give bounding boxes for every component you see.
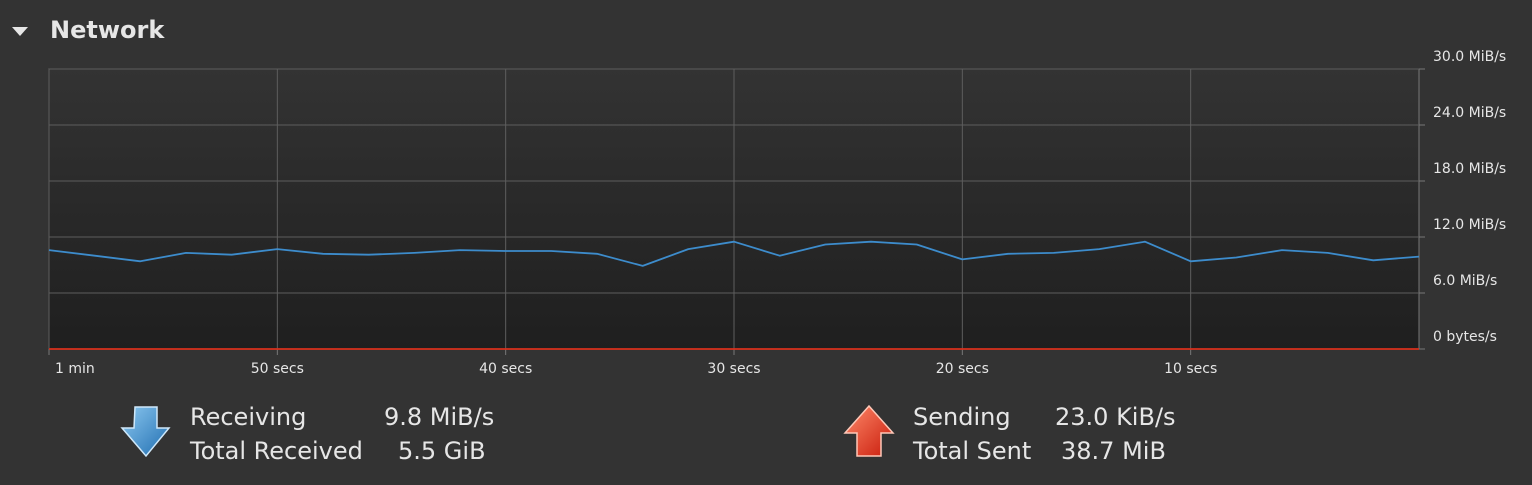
y-tick-label: 6.0 MiB/s: [1433, 273, 1497, 289]
sending-label: Sending: [913, 403, 1011, 431]
y-tick-label: 24.0 MiB/s: [1433, 105, 1506, 121]
x-tick-label: 30 secs: [707, 361, 760, 377]
y-tick-label: 18.0 MiB/s: [1433, 161, 1506, 177]
receiving-label: Receiving: [190, 403, 306, 431]
receiving-rate: 9.8 MiB/s: [384, 403, 494, 431]
chart: 0 bytes/s 6.0 MiB/s 12.0 MiB/s 18.0 MiB/s 24…: [48, 49, 1506, 377]
total-received-label: Total Received: [189, 437, 363, 465]
send-icon: [843, 404, 895, 457]
series-line: [48, 240, 1420, 267]
total-sent: 38.7 MiB: [1061, 437, 1166, 465]
y-tick-label: 30.0 MiB/s: [1433, 49, 1506, 65]
x-tick-label: 50 secs: [251, 361, 304, 377]
total-received: 5.5 GiB: [398, 437, 486, 465]
receive-icon: [120, 406, 171, 458]
total-sent-label: Total Sent: [912, 437, 1031, 465]
y-tick-label: 12.0 MiB/s: [1433, 217, 1506, 233]
y-tick-label: 0 bytes/s: [1433, 329, 1497, 345]
sending-rate: 23.0 KiB/s: [1055, 403, 1176, 431]
x-tick-label: 1 min: [55, 361, 95, 377]
x-tick-label: 20 secs: [936, 361, 989, 377]
x-tick-label: 10 secs: [1164, 361, 1217, 377]
section-title: Network: [50, 16, 165, 44]
x-tick-label: 40 secs: [479, 361, 532, 377]
collapse-toggle[interactable]: [12, 27, 28, 36]
